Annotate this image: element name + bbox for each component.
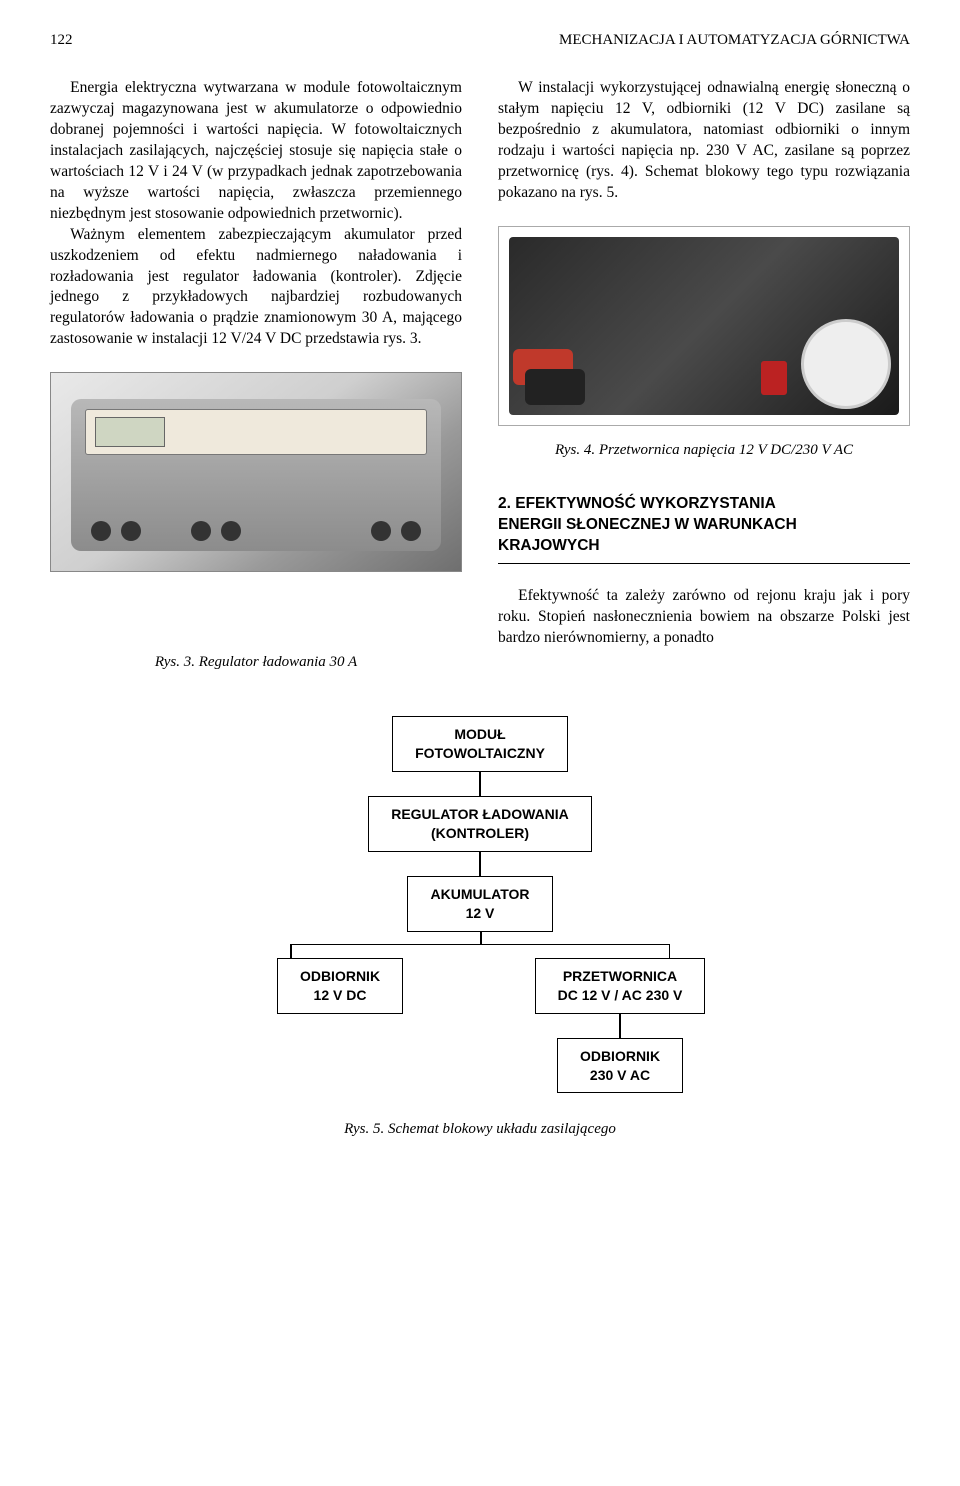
figure-5-caption: Rys. 5. Schemat blokowy układu zasilając… bbox=[50, 1119, 910, 1139]
left-paragraph-1: Energia elektryczna wytwarzana w module … bbox=[50, 78, 462, 224]
figure-4-caption: Rys. 4. Przetwornica napięcia 12 V DC/23… bbox=[498, 440, 910, 460]
section-2-title: 2. EFEKTYWNOŚĆ WYKORZYSTANIA ENERGII SŁO… bbox=[498, 494, 910, 557]
running-title: MECHANIZACJA I AUTOMATYZACJA GÓRNICTWA bbox=[559, 30, 910, 50]
page-number: 122 bbox=[50, 30, 73, 50]
flow-split bbox=[220, 932, 740, 958]
left-paragraph-2: Ważnym elementem zabezpieczającym akumul… bbox=[50, 225, 462, 351]
figure-3-caption: Rys. 3. Regulator ładowania 30 A bbox=[50, 652, 462, 672]
flow-node-inverter: PRZETWORNICA DC 12 V / AC 230 V bbox=[535, 958, 706, 1014]
figure-4-image bbox=[498, 226, 910, 426]
section-rule bbox=[498, 563, 910, 564]
flow-node-regulator: REGULATOR ŁADOWANIA (KONTROLER) bbox=[368, 796, 592, 852]
figure-3-image bbox=[50, 372, 462, 572]
right-paragraph-1: W instalacji wykorzystującej odnawialną … bbox=[498, 78, 910, 204]
flow-node-module: MODUŁ FOTOWOLTAICZNY bbox=[392, 716, 568, 772]
right-paragraph-2: Efektywność ta zależy zarówno od rejonu … bbox=[498, 586, 910, 649]
flow-node-receiver-ac: ODBIORNIK 230 V AC bbox=[557, 1038, 683, 1094]
right-column: W instalacji wykorzystującej odnawialną … bbox=[498, 78, 910, 672]
flow-node-receiver-dc: ODBIORNIK 12 V DC bbox=[277, 958, 403, 1014]
left-column: Energia elektryczna wytwarzana w module … bbox=[50, 78, 462, 672]
figure-5-flowchart: MODUŁ FOTOWOLTAICZNY REGULATOR ŁADOWANIA… bbox=[50, 716, 910, 1139]
flow-node-accumulator: AKUMULATOR 12 V bbox=[407, 876, 552, 932]
